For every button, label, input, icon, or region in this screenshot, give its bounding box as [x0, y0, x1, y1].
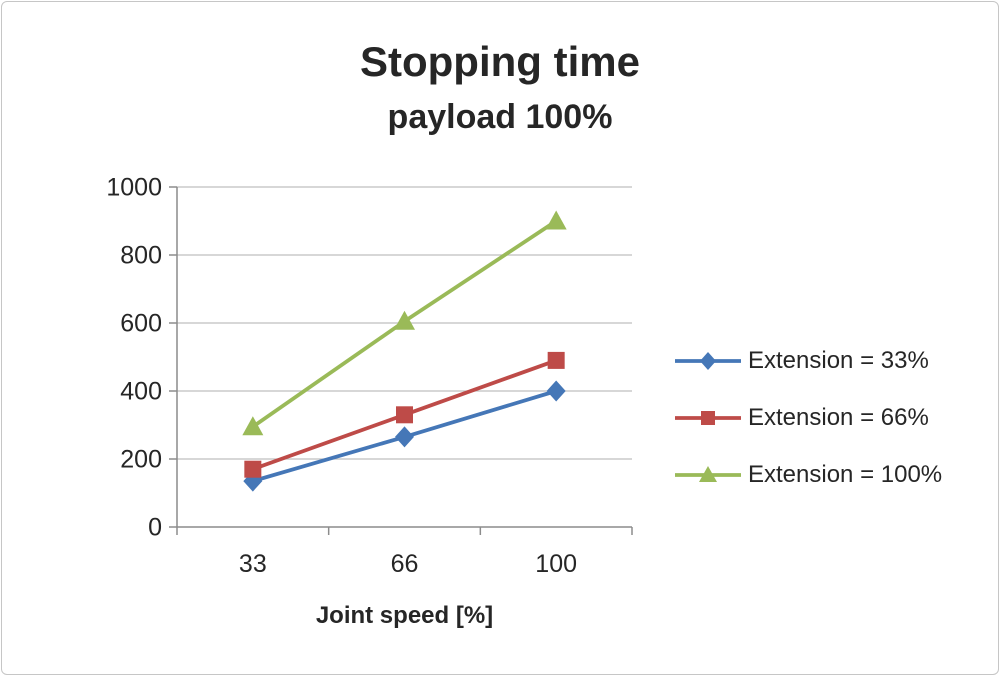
- series-marker: [394, 310, 415, 330]
- y-tick-label: 1000: [106, 174, 162, 202]
- y-tick-label: 600: [120, 310, 162, 338]
- legend-label: Extension = 33%: [748, 346, 929, 374]
- legend-label: Extension = 100%: [748, 460, 943, 488]
- x-tick-label: 66: [391, 550, 419, 578]
- y-tick-label: 400: [120, 378, 162, 406]
- series-marker: [395, 426, 414, 448]
- legend-marker: [699, 465, 717, 482]
- series-marker: [244, 460, 262, 478]
- legend-item: Extension = 33%: [674, 332, 942, 389]
- legend-marker: [700, 351, 716, 370]
- series-marker: [396, 406, 413, 424]
- legend-item: Extension = 66%: [674, 389, 942, 446]
- x-tick-label: 33: [239, 550, 267, 578]
- legend-label: Extension = 66%: [748, 403, 929, 431]
- legend-item: Extension = 100%: [674, 446, 942, 503]
- chart-subtitle: payload 100%: [387, 98, 613, 136]
- legend: Extension = 33% Extension = 66% Extension …: [674, 332, 942, 503]
- legend-key-icon: [675, 410, 741, 425]
- legend-key-icon: [675, 465, 741, 482]
- chart-title: Stopping time: [360, 38, 640, 85]
- series-marker: [545, 210, 567, 230]
- legend-marker: [701, 410, 715, 425]
- series-marker: [546, 380, 566, 402]
- x-tick-label: 100: [535, 550, 577, 578]
- legend-key-icon: [675, 351, 741, 370]
- x-axis-title: Joint speed [%]: [315, 602, 494, 629]
- y-tick-label: 200: [120, 446, 162, 474]
- y-tick-label: 800: [120, 242, 162, 270]
- y-tick-label: 0: [148, 514, 162, 542]
- series-marker: [547, 351, 565, 369]
- series-marker: [242, 416, 264, 436]
